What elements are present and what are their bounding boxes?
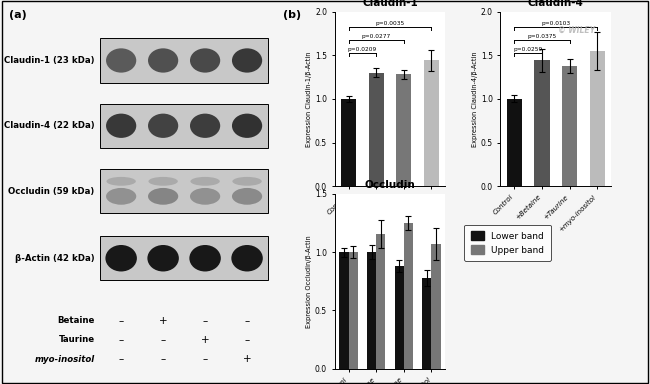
Ellipse shape: [232, 48, 262, 73]
Ellipse shape: [190, 188, 220, 205]
Bar: [396, 74, 411, 186]
Text: (a): (a): [8, 10, 27, 20]
Ellipse shape: [190, 48, 220, 73]
Ellipse shape: [105, 245, 137, 271]
FancyBboxPatch shape: [100, 169, 268, 213]
FancyBboxPatch shape: [100, 104, 268, 148]
Text: Claudin-1 (23 kDa): Claudin-1 (23 kDa): [4, 56, 95, 65]
Y-axis label: Expression Occludin/β-Actin: Expression Occludin/β-Actin: [306, 235, 312, 328]
Text: +: +: [201, 335, 209, 345]
Text: © WILEY: © WILEY: [558, 25, 595, 35]
Ellipse shape: [232, 114, 262, 138]
Title: Claudin-1: Claudin-1: [362, 0, 418, 8]
Text: –: –: [202, 316, 208, 326]
Bar: [424, 60, 439, 186]
Ellipse shape: [107, 177, 136, 186]
Text: –: –: [244, 316, 250, 326]
Ellipse shape: [148, 114, 178, 138]
Text: p=0.0277: p=0.0277: [361, 34, 391, 39]
Ellipse shape: [148, 177, 178, 186]
Bar: [376, 233, 385, 369]
Text: (b): (b): [283, 10, 301, 20]
Ellipse shape: [106, 114, 136, 138]
Text: p=0.0209: p=0.0209: [348, 47, 377, 52]
Bar: [432, 244, 441, 369]
Bar: [341, 99, 356, 186]
Ellipse shape: [189, 245, 221, 271]
Ellipse shape: [232, 188, 262, 205]
Y-axis label: Expression Claudin-1/β-Actin: Expression Claudin-1/β-Actin: [306, 51, 312, 147]
Text: p=0.0259: p=0.0259: [514, 47, 543, 52]
Text: –: –: [118, 354, 124, 364]
Text: Taurine: Taurine: [58, 335, 95, 344]
Text: –: –: [202, 354, 208, 364]
Text: –: –: [161, 354, 166, 364]
Bar: [395, 266, 404, 369]
Ellipse shape: [148, 48, 178, 73]
Text: β-Actin (42 kDa): β-Actin (42 kDa): [15, 254, 95, 263]
Bar: [590, 51, 605, 186]
Ellipse shape: [231, 245, 263, 271]
Text: +: +: [242, 354, 252, 364]
Ellipse shape: [190, 177, 220, 186]
Text: p=0.0375: p=0.0375: [527, 34, 556, 39]
Text: Betaine: Betaine: [57, 316, 95, 325]
Bar: [507, 99, 522, 186]
Title: Claudin-4: Claudin-4: [528, 0, 584, 8]
Text: +: +: [159, 316, 168, 326]
Text: Claudin-4 (22 kDa): Claudin-4 (22 kDa): [4, 121, 95, 130]
Ellipse shape: [106, 48, 136, 73]
Ellipse shape: [106, 188, 136, 205]
Text: Occludin (59 kDa): Occludin (59 kDa): [8, 187, 95, 195]
Text: p=0.0035: p=0.0035: [376, 21, 404, 26]
Text: –: –: [161, 335, 166, 345]
Title: Occludin: Occludin: [365, 180, 415, 190]
Bar: [348, 252, 358, 369]
Y-axis label: Expression Claudin-4/β-Actin: Expression Claudin-4/β-Actin: [472, 51, 478, 147]
Bar: [339, 252, 348, 369]
Bar: [534, 60, 549, 186]
Text: p=0.0103: p=0.0103: [541, 21, 570, 26]
Ellipse shape: [233, 177, 262, 186]
Text: –: –: [118, 335, 124, 345]
Ellipse shape: [148, 245, 179, 271]
Ellipse shape: [148, 188, 178, 205]
Bar: [369, 73, 383, 186]
Text: –: –: [244, 335, 250, 345]
Text: –: –: [118, 316, 124, 326]
FancyBboxPatch shape: [100, 38, 268, 83]
Bar: [422, 278, 432, 369]
Text: myo-inositol: myo-inositol: [34, 354, 95, 364]
Legend: Lower band, Upper band: Lower band, Upper band: [464, 225, 551, 261]
Ellipse shape: [190, 114, 220, 138]
Bar: [562, 66, 577, 186]
FancyBboxPatch shape: [100, 236, 268, 280]
Bar: [367, 252, 376, 369]
Bar: [404, 223, 413, 369]
